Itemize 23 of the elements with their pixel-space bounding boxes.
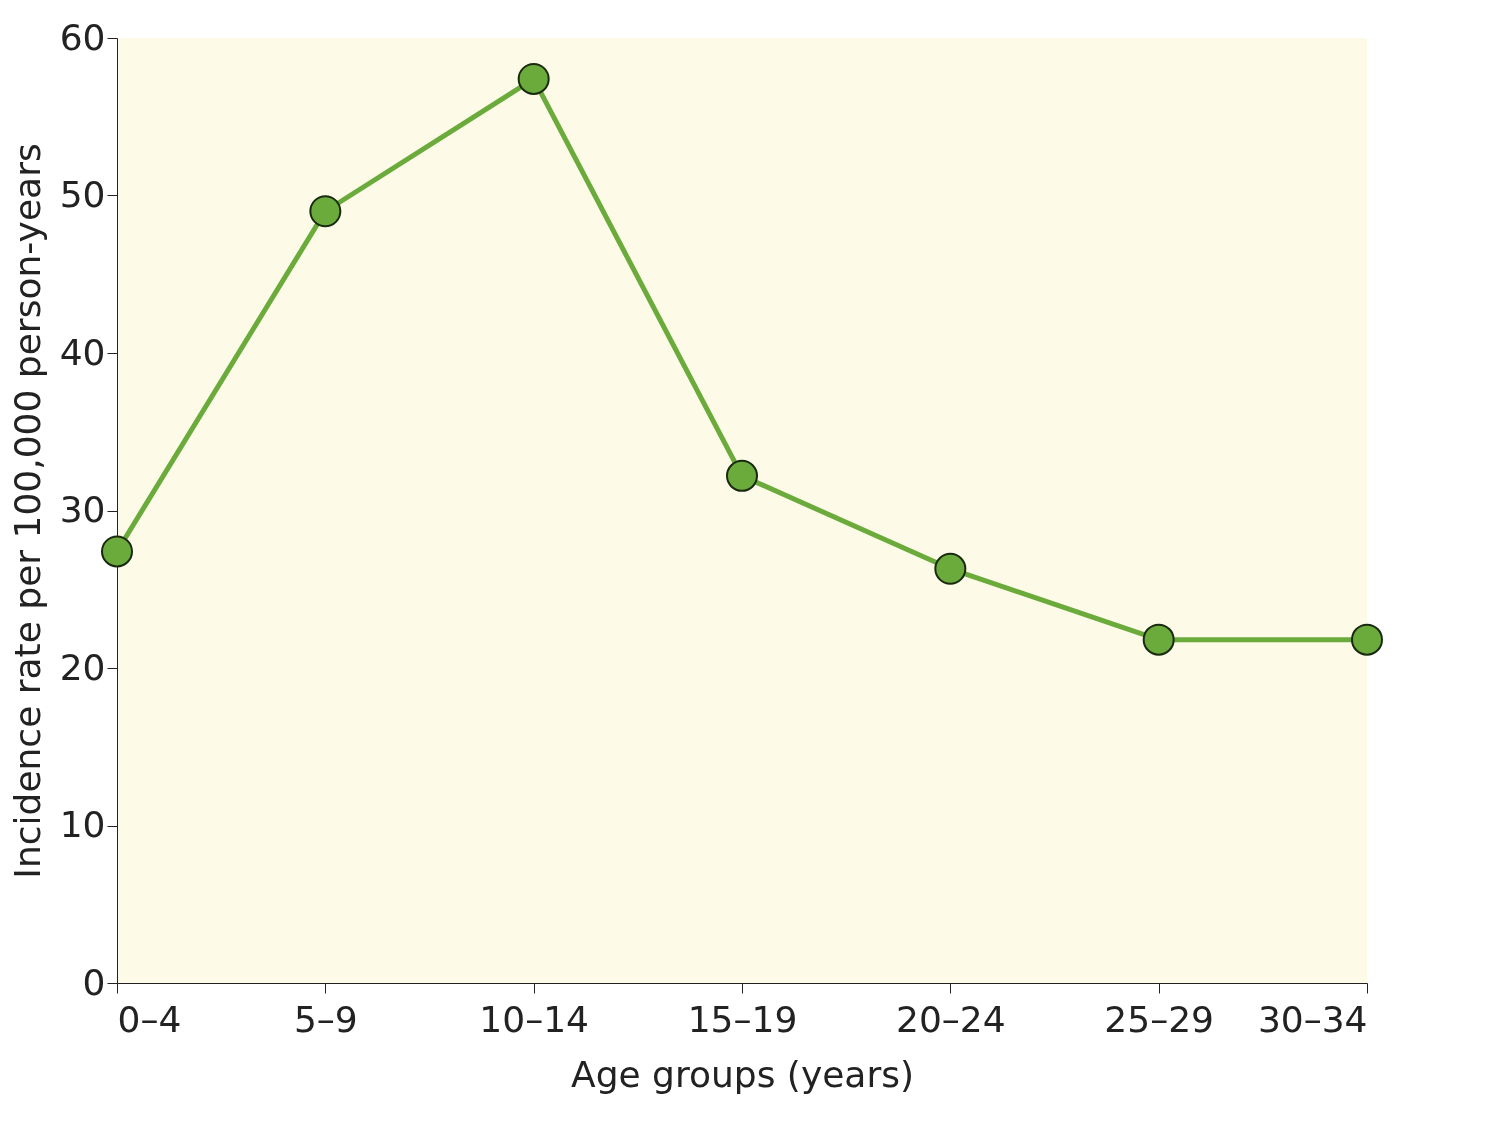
y-axis-title: Incidence rate per 100,000 person-years	[6, 143, 48, 879]
point	[1351, 623, 1383, 656]
point	[1142, 623, 1175, 656]
point	[934, 552, 967, 585]
point	[517, 62, 550, 95]
x-tick-label: 25–29	[1104, 998, 1214, 1040]
y-tick-label: 10	[59, 804, 106, 845]
y-tick-label: 60	[59, 16, 106, 58]
x-tick-label: 5–9	[293, 998, 358, 1040]
point	[101, 535, 133, 568]
x-tick-label: 15–19	[687, 998, 798, 1040]
x-tick-label: 30–34	[1257, 998, 1368, 1040]
point	[309, 195, 342, 228]
y-tick-label: 40	[59, 331, 106, 373]
point	[726, 459, 758, 492]
x-tick-label: 10–14	[479, 998, 589, 1040]
x-tick-label: 20–24	[896, 998, 1006, 1040]
y-tick-label: 20	[59, 646, 106, 688]
x-tick-label: 0–4	[117, 998, 182, 1040]
x-axis-title: Age groups (years)	[571, 1053, 914, 1095]
y-tick-label: 50	[59, 174, 106, 215]
y-tick-label: 0	[82, 961, 106, 1003]
y-tick-label: 30	[59, 489, 106, 530]
